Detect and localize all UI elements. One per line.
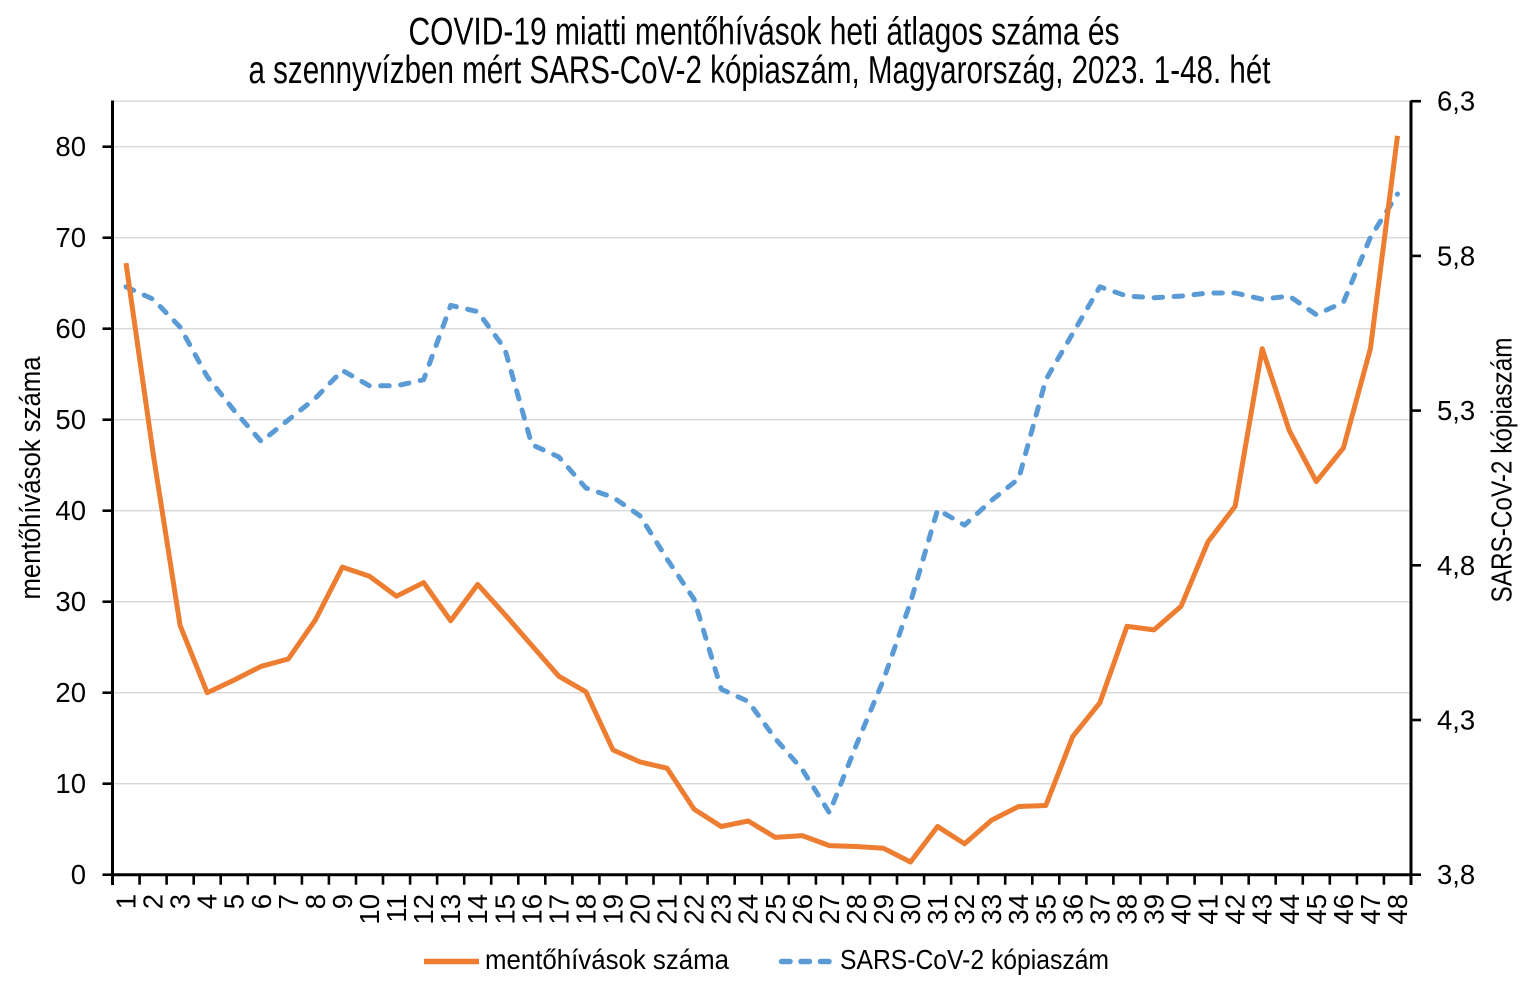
svg-text:48: 48 (1382, 894, 1413, 925)
svg-text:6: 6 (246, 894, 277, 909)
svg-text:17: 17 (543, 894, 574, 925)
svg-text:0: 0 (71, 859, 86, 890)
svg-text:6,3: 6,3 (1437, 86, 1475, 117)
svg-text:38: 38 (1112, 894, 1143, 925)
svg-text:44: 44 (1274, 894, 1305, 925)
svg-text:70: 70 (55, 222, 86, 253)
svg-text:5,3: 5,3 (1437, 395, 1475, 426)
svg-text:20: 20 (625, 894, 656, 925)
svg-text:8: 8 (300, 894, 331, 909)
svg-text:45: 45 (1301, 894, 1332, 925)
svg-text:20: 20 (55, 677, 86, 708)
svg-text:19: 19 (598, 894, 629, 925)
svg-text:18: 18 (570, 894, 601, 925)
svg-text:40: 40 (1166, 894, 1197, 925)
svg-text:21: 21 (652, 894, 683, 925)
svg-text:30: 30 (55, 586, 86, 617)
svg-text:3,8: 3,8 (1437, 859, 1475, 890)
svg-text:4: 4 (192, 894, 223, 909)
svg-text:SARS-CoV-2 kópiaszám: SARS-CoV-2 kópiaszám (840, 944, 1109, 975)
svg-text:25: 25 (760, 894, 791, 925)
svg-text:a szennyvízben mért SARS-CoV-2: a szennyvízben mért SARS-CoV-2 kópiaszám… (249, 49, 1271, 92)
svg-text:50: 50 (55, 404, 86, 435)
svg-text:22: 22 (679, 894, 710, 925)
svg-text:SARS-CoV-2 kópiaszám: SARS-CoV-2 kópiaszám (1487, 338, 1519, 603)
svg-text:mentőhívások száma: mentőhívások száma (15, 356, 47, 600)
svg-text:7: 7 (273, 894, 304, 909)
svg-text:9: 9 (327, 894, 358, 909)
svg-text:26: 26 (787, 894, 818, 925)
svg-text:5,8: 5,8 (1437, 240, 1475, 271)
svg-text:mentőhívások száma: mentőhívások száma (485, 944, 729, 975)
svg-text:24: 24 (733, 894, 764, 925)
svg-text:10: 10 (55, 768, 86, 799)
svg-text:60: 60 (55, 313, 86, 344)
svg-text:33: 33 (976, 894, 1007, 925)
svg-text:13: 13 (435, 894, 466, 925)
svg-text:46: 46 (1328, 894, 1359, 925)
svg-text:36: 36 (1057, 894, 1088, 925)
svg-text:10: 10 (354, 894, 385, 925)
svg-text:35: 35 (1030, 894, 1061, 925)
svg-text:16: 16 (516, 894, 547, 925)
svg-text:42: 42 (1220, 894, 1251, 925)
svg-text:27: 27 (814, 894, 845, 925)
svg-text:28: 28 (841, 894, 872, 925)
svg-text:4,3: 4,3 (1437, 705, 1475, 736)
svg-text:29: 29 (868, 894, 899, 925)
svg-text:40: 40 (55, 495, 86, 526)
svg-text:32: 32 (949, 894, 980, 925)
svg-text:80: 80 (55, 131, 86, 162)
svg-text:5: 5 (219, 894, 250, 909)
svg-text:1: 1 (111, 894, 142, 909)
svg-text:34: 34 (1003, 894, 1034, 925)
svg-text:11: 11 (381, 894, 412, 923)
svg-text:12: 12 (408, 894, 439, 925)
svg-text:41: 41 (1193, 894, 1224, 925)
svg-text:37: 37 (1084, 894, 1115, 925)
svg-text:30: 30 (895, 894, 926, 925)
svg-text:47: 47 (1355, 894, 1386, 925)
svg-text:COVID-19 miatti mentőhívások h: COVID-19 miatti mentőhívások heti átlago… (409, 11, 1120, 54)
svg-text:23: 23 (706, 894, 737, 925)
svg-text:15: 15 (489, 894, 520, 925)
svg-text:14: 14 (462, 894, 493, 925)
svg-text:39: 39 (1139, 894, 1170, 925)
svg-text:2: 2 (138, 894, 169, 909)
svg-text:3: 3 (165, 894, 196, 909)
svg-text:31: 31 (922, 894, 953, 925)
svg-text:43: 43 (1247, 894, 1278, 925)
svg-text:4,8: 4,8 (1437, 550, 1475, 581)
